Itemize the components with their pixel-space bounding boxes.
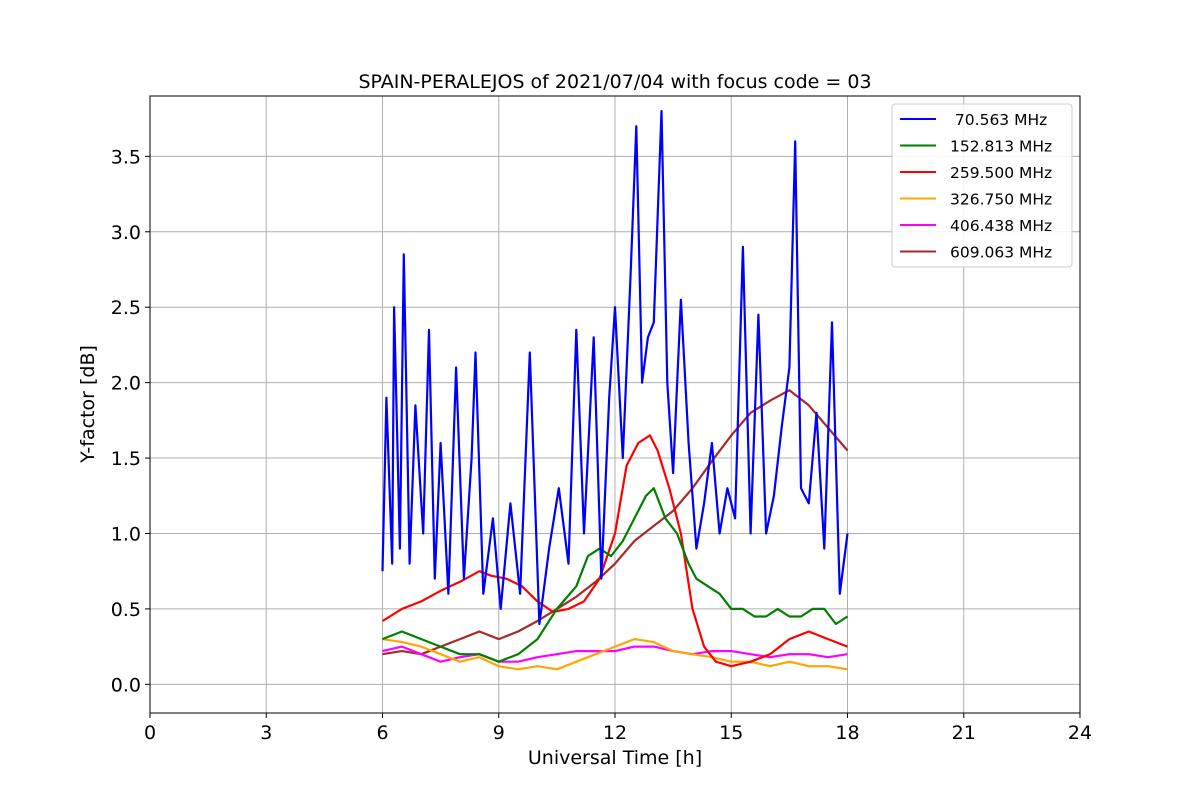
series-line — [382, 637, 848, 671]
series-line — [381, 109, 849, 626]
y-tick-label: 1.0 — [111, 523, 141, 545]
x-tick-label: 21 — [952, 722, 976, 744]
x-tick-label: 6 — [376, 722, 388, 744]
series-line — [382, 487, 849, 663]
legend-label: 259.500 MHz — [950, 164, 1052, 182]
chart-title: SPAIN-PERALEJOS of 2021/07/04 with focus… — [358, 71, 871, 93]
y-tick-label: 0.0 — [111, 674, 141, 696]
legend-label: 152.813 MHz — [950, 138, 1052, 156]
series-line — [382, 389, 849, 656]
x-tick-label: 0 — [144, 722, 156, 744]
x-tick-label: 24 — [1068, 722, 1092, 744]
legend-frame — [891, 103, 1073, 268]
legend: 70.563 MHz 152.813 MHz 259.500 MHz 326.750 … — [891, 103, 1073, 268]
x-tick-label: 12 — [603, 722, 627, 744]
legend-label: 326.750 MHz — [950, 191, 1052, 209]
legend-label: 406.438 MHz — [950, 217, 1052, 235]
x-tick-label: 3 — [260, 722, 272, 744]
y-tick-label: 3.5 — [111, 146, 141, 168]
x-tick-label: 9 — [493, 722, 505, 744]
y-tick-label: 3.0 — [111, 222, 141, 244]
x-tick-label: 18 — [835, 722, 859, 744]
series-line — [382, 645, 848, 663]
legend-label: 70.563 MHz — [950, 111, 1047, 129]
legend-label: 609.063 MHz — [950, 244, 1052, 262]
y-tick-label: 2.0 — [111, 373, 141, 395]
series-line — [381, 434, 848, 668]
y-axis-label: Y-factor [dB] — [77, 345, 99, 464]
y-tick-label: 2.5 — [111, 297, 141, 319]
y-tick-label: 1.5 — [111, 448, 141, 470]
series-layer — [381, 109, 849, 671]
x-tick-label: 15 — [719, 722, 743, 744]
x-axis-label: Universal Time [h] — [528, 747, 702, 769]
axes: 0 3 6 9 12 15 18 21 24 0.0 0.5 1.0 1.5 2.0 2.5 3.0 3.5 — [111, 146, 1092, 744]
y-tick-label: 0.5 — [111, 599, 141, 621]
